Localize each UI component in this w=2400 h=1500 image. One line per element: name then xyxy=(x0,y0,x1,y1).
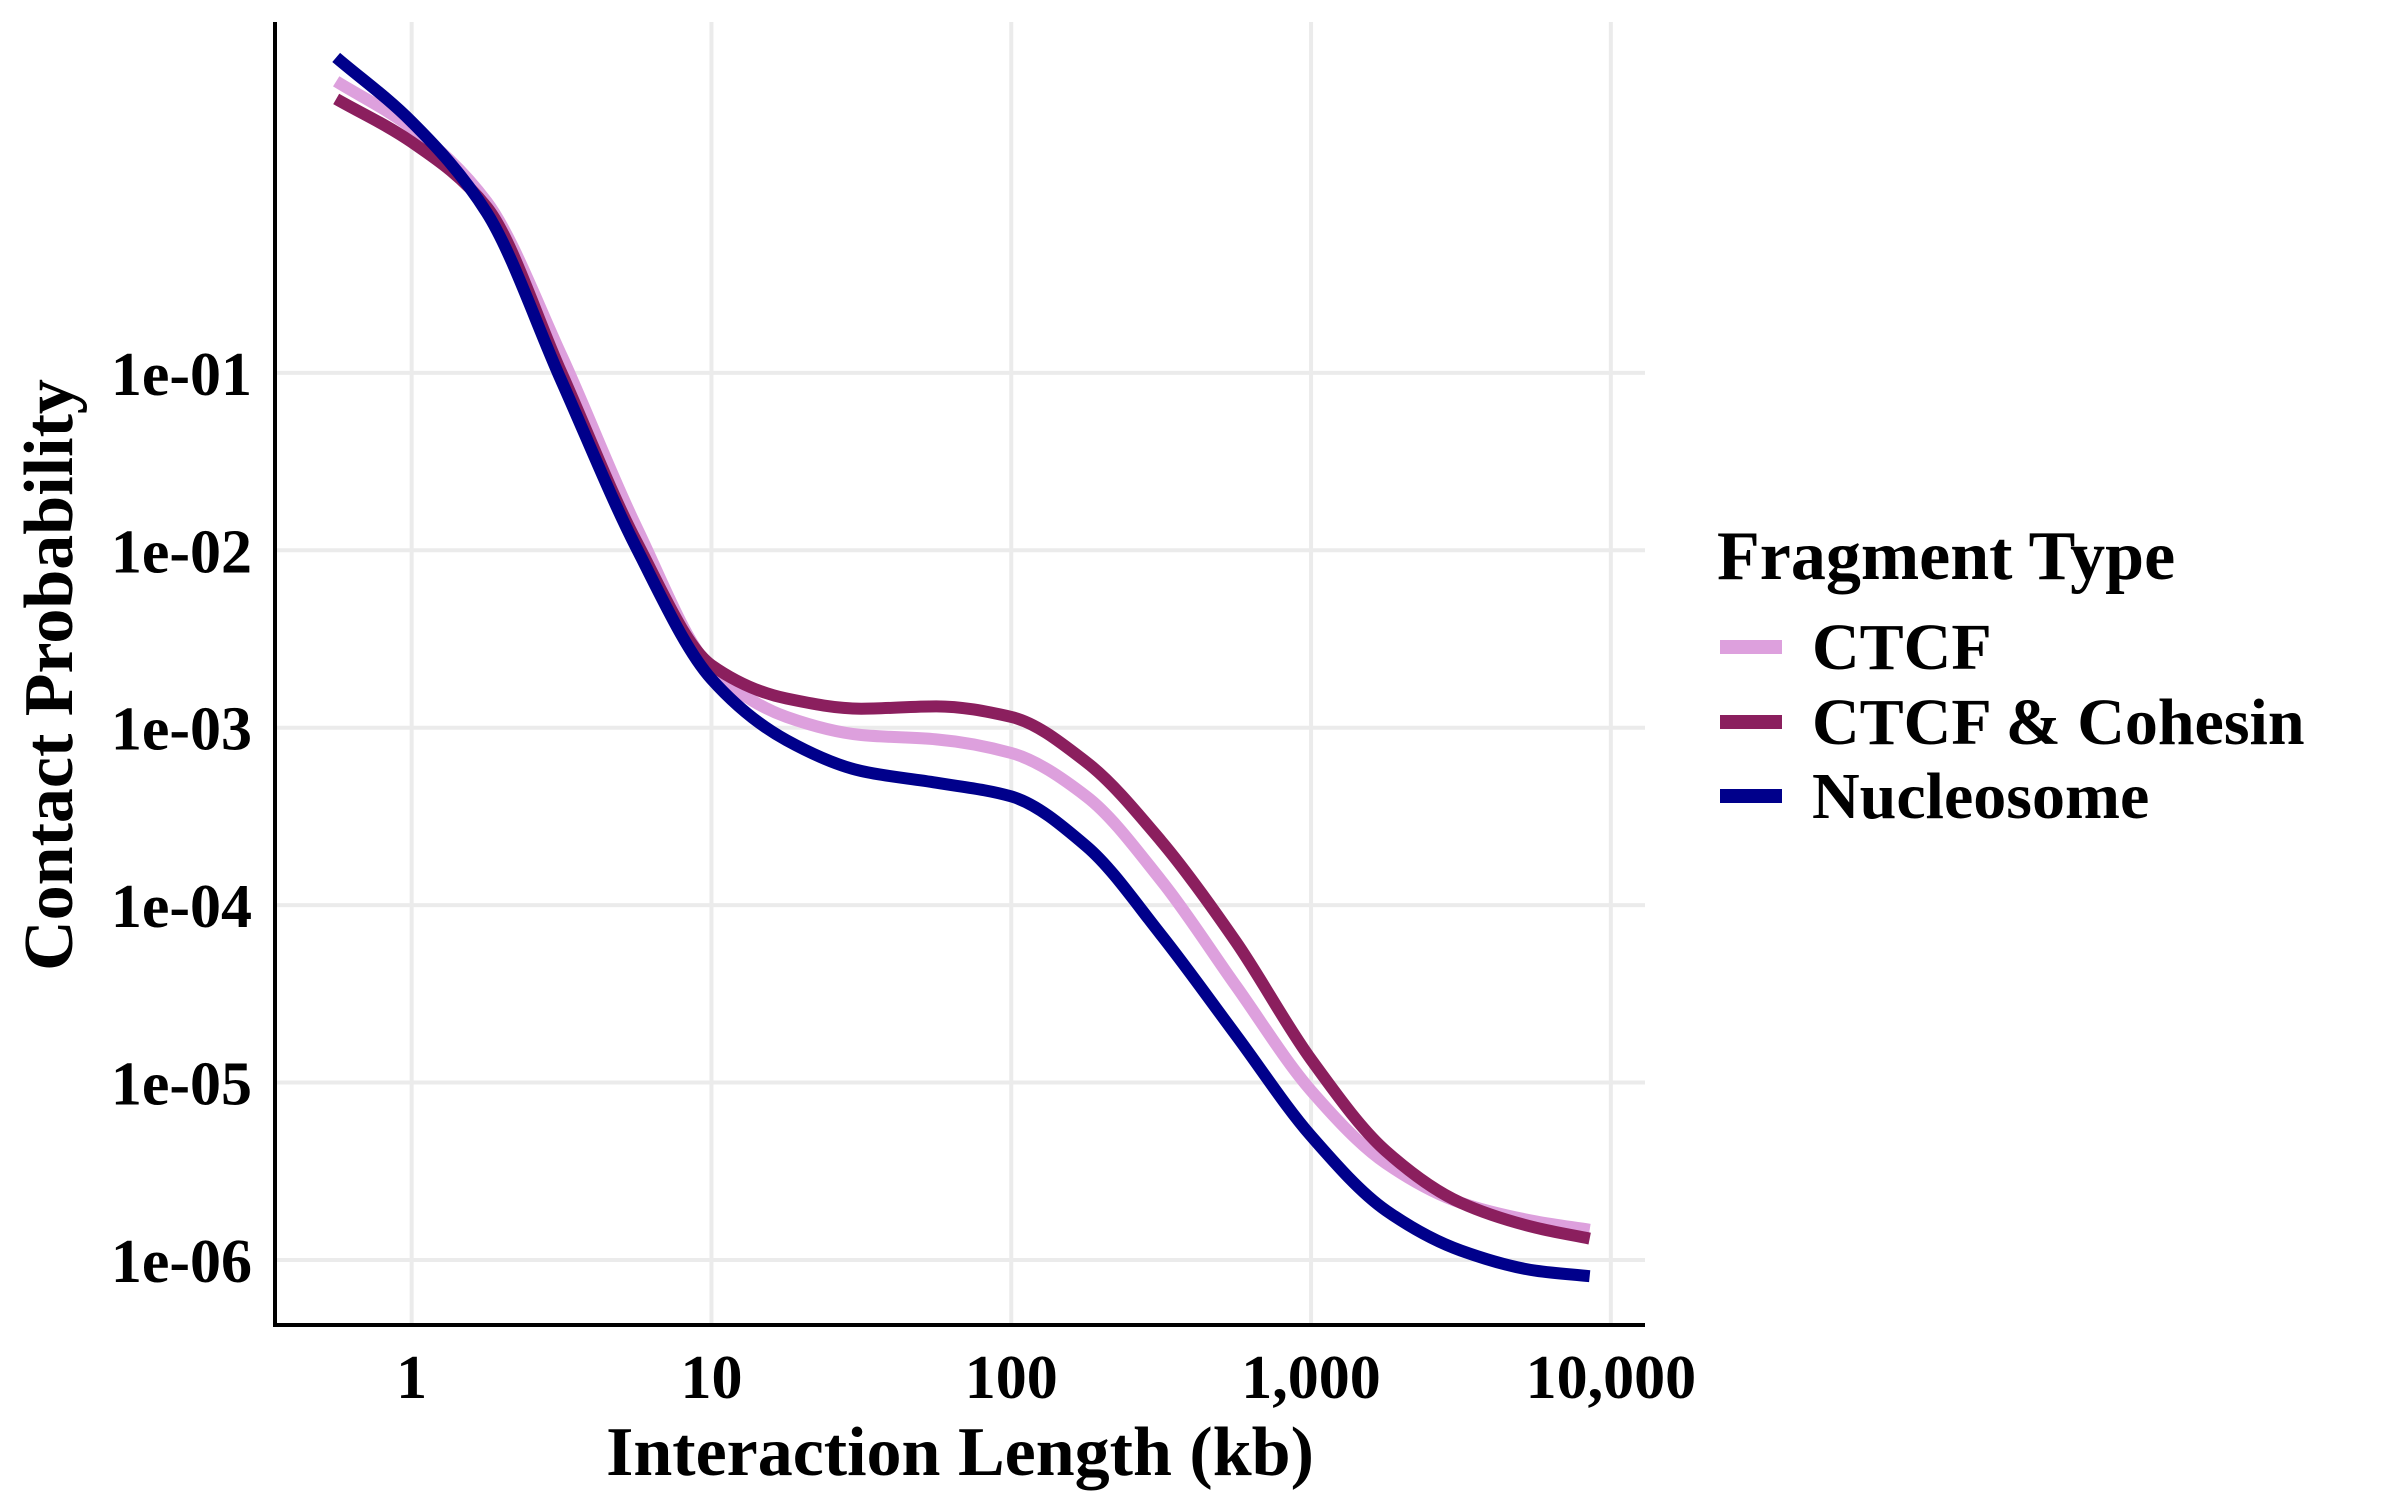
y-tick-label: 1e-03 xyxy=(111,696,252,764)
legend-item-ctcf-cohesin: CTCF & Cohesin xyxy=(1720,686,2305,759)
legend-title: Fragment Type xyxy=(1717,518,2175,595)
x-tick-label: 100 xyxy=(965,1344,1058,1412)
series-line-nucleosome xyxy=(332,52,1591,1283)
series-line-ctcf-cohesin xyxy=(333,93,1591,1245)
y-tick-label: 1e-01 xyxy=(111,341,252,409)
y-tick-label: 1e-05 xyxy=(111,1051,252,1119)
x-tick-label: 1,000 xyxy=(1241,1344,1381,1412)
legend-item-nucleosome: Nucleosome xyxy=(1720,760,2149,833)
x-tick-label: 10,000 xyxy=(1526,1344,1697,1412)
series-line-ctcf xyxy=(333,76,1591,1236)
tick-labels: 1 10 100 1,000 10,000 1e-06 1e-05 1e-04 1e-03 1e-… xyxy=(111,341,1696,1412)
legend-label-nucleosome: Nucleosome xyxy=(1812,760,2149,833)
series-lines xyxy=(332,52,1591,1283)
y-tick-label: 1e-04 xyxy=(111,873,252,941)
legend-label-ctcf-cohesin: CTCF & Cohesin xyxy=(1812,686,2305,759)
legend-item-ctcf: CTCF xyxy=(1720,611,1992,684)
x-axis-title: Interaction Length (kb) xyxy=(606,1414,1314,1491)
x-tick-label: 10 xyxy=(680,1344,742,1412)
legend-label-ctcf: CTCF xyxy=(1812,611,1992,684)
grid xyxy=(275,22,1645,1325)
y-tick-label: 1e-02 xyxy=(111,518,252,586)
axes xyxy=(273,22,1645,1327)
y-axis-title: Contact Probability xyxy=(11,379,88,971)
y-tick-label: 1e-06 xyxy=(111,1228,252,1296)
x-tick-label: 1 xyxy=(396,1344,427,1412)
